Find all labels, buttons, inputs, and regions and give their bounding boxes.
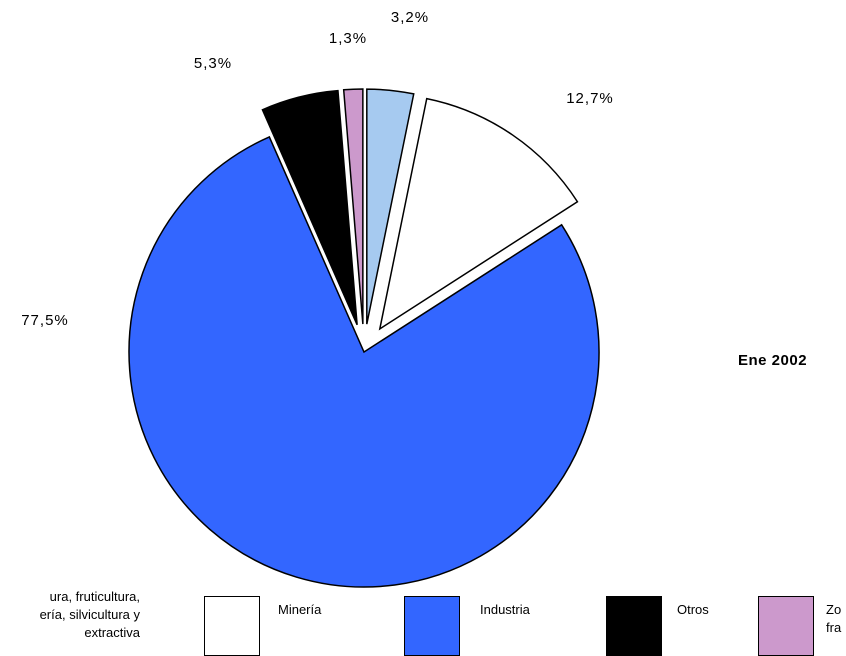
data-label-mineria: 12,7% xyxy=(566,90,614,107)
data-label-zona-franca: 1,3% xyxy=(329,30,367,47)
legend-label-mineria: Minería xyxy=(278,602,322,617)
data-label-otros: 5,3% xyxy=(194,55,232,72)
pie-slice-industria xyxy=(128,135,600,588)
pie-slice-agricultura xyxy=(366,88,415,325)
data-label-industria: 77,5% xyxy=(21,312,69,329)
legend-label-agricultura-line: ura, fruticultura, xyxy=(49,589,140,604)
legend-swatch-zona-franca xyxy=(758,596,814,656)
legend-label-zona-franca-line: Zo xyxy=(826,602,842,617)
legend-label-otros: Otros xyxy=(677,602,709,617)
pie-slice-otros xyxy=(261,89,358,326)
legend-swatch-otros xyxy=(606,596,662,656)
data-label-agricultura: 3,2% xyxy=(391,9,429,26)
pie-slice-mineria xyxy=(378,97,579,331)
legend-label-agricultura-line: extractiva xyxy=(84,625,140,640)
legend-label-agricultura: ura, fruticultura, ería, silvicultura y … xyxy=(0,588,140,642)
legend-label-agricultura-line: ería, silvicultura y xyxy=(39,607,140,622)
legend-swatch-industria xyxy=(404,596,460,656)
legend-label-industria: Industria xyxy=(480,602,530,617)
pie-slice-zona-franca xyxy=(342,88,364,325)
legend-swatch-mineria xyxy=(204,596,260,656)
period-label: Ene 2002 xyxy=(738,352,808,369)
legend-label-zona-franca-line: fra xyxy=(826,620,842,635)
legend-label-zona-franca: Zo fra xyxy=(826,601,841,637)
